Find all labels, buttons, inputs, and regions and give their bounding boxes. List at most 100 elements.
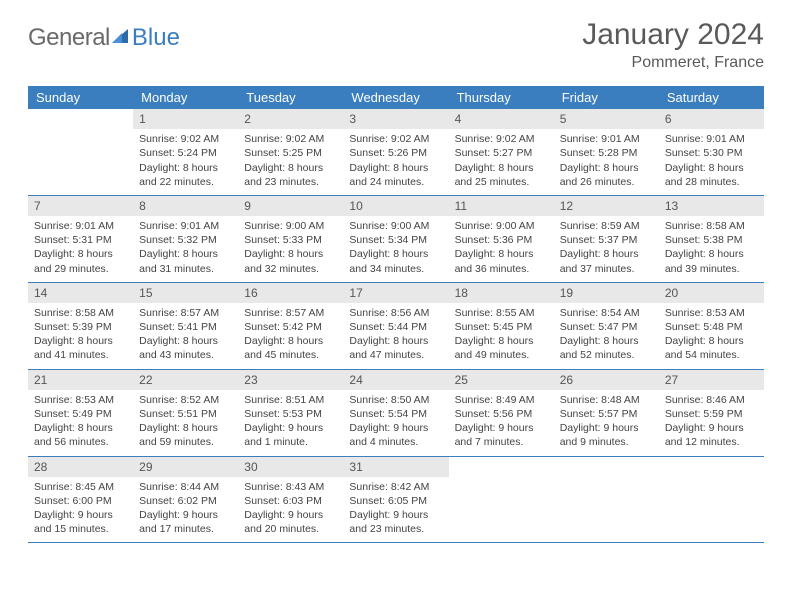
- daylight-label: Daylight: 9 hours and 15 minutes.: [34, 508, 127, 536]
- sunset-label: Sunset: 5:53 PM: [244, 407, 337, 421]
- sunrise-label: Sunrise: 8:46 AM: [665, 393, 758, 407]
- day-cell: 17Sunrise: 8:56 AMSunset: 5:44 PMDayligh…: [343, 283, 448, 369]
- sunrise-label: Sunrise: 8:42 AM: [349, 480, 442, 494]
- day-cell: 18Sunrise: 8:55 AMSunset: 5:45 PMDayligh…: [449, 283, 554, 369]
- daylight-label: Daylight: 8 hours and 25 minutes.: [455, 161, 548, 189]
- day-cell: 22Sunrise: 8:52 AMSunset: 5:51 PMDayligh…: [133, 370, 238, 456]
- day-cell: 21Sunrise: 8:53 AMSunset: 5:49 PMDayligh…: [28, 370, 133, 456]
- day-number: 29: [133, 457, 238, 477]
- day-number: 19: [554, 283, 659, 303]
- location-label: Pommeret, France: [582, 54, 764, 72]
- sunrise-label: Sunrise: 9:01 AM: [560, 132, 653, 146]
- sunset-label: Sunset: 5:45 PM: [455, 320, 548, 334]
- sunset-label: Sunset: 5:33 PM: [244, 233, 337, 247]
- day-number: 9: [238, 196, 343, 216]
- day-number: 11: [449, 196, 554, 216]
- day-cell: 30Sunrise: 8:43 AMSunset: 6:03 PMDayligh…: [238, 457, 343, 543]
- day-cell: 1 Sunrise: 9:02 AMSunset: 5:24 PMDaylight…: [133, 109, 238, 195]
- day-number: 25: [449, 370, 554, 390]
- sunset-label: Sunset: 5:37 PM: [560, 233, 653, 247]
- day-cell: 19Sunrise: 8:54 AMSunset: 5:47 PMDayligh…: [554, 283, 659, 369]
- day-number: 7: [28, 196, 133, 216]
- daylight-label: Daylight: 9 hours and 1 minute.: [244, 421, 337, 449]
- day-number: 14: [28, 283, 133, 303]
- day-number: 6: [659, 109, 764, 129]
- daylight-label: Daylight: 8 hours and 49 minutes.: [455, 334, 548, 362]
- day-number: 26: [554, 370, 659, 390]
- day-header: Wednesday: [343, 86, 448, 109]
- sunrise-label: Sunrise: 9:02 AM: [139, 132, 232, 146]
- daylight-label: Daylight: 8 hours and 41 minutes.: [34, 334, 127, 362]
- sunset-label: Sunset: 5:44 PM: [349, 320, 442, 334]
- daylight-label: Daylight: 8 hours and 29 minutes.: [34, 247, 127, 275]
- sunset-label: Sunset: 5:57 PM: [560, 407, 653, 421]
- day-cell: 13Sunrise: 8:58 AMSunset: 5:38 PMDayligh…: [659, 196, 764, 282]
- sunset-label: Sunset: 5:27 PM: [455, 146, 548, 160]
- day-number: 1: [133, 109, 238, 129]
- sunrise-label: Sunrise: 8:53 AM: [34, 393, 127, 407]
- day-number: 28: [28, 457, 133, 477]
- day-number: 17: [343, 283, 448, 303]
- sunset-label: Sunset: 5:25 PM: [244, 146, 337, 160]
- sunrise-label: Sunrise: 9:00 AM: [349, 219, 442, 233]
- sunrise-label: Sunrise: 8:57 AM: [244, 306, 337, 320]
- day-cell: 16Sunrise: 8:57 AMSunset: 5:42 PMDayligh…: [238, 283, 343, 369]
- sunset-label: Sunset: 5:39 PM: [34, 320, 127, 334]
- sunset-label: Sunset: 5:54 PM: [349, 407, 442, 421]
- sunset-label: Sunset: 5:31 PM: [34, 233, 127, 247]
- sunset-label: Sunset: 5:34 PM: [349, 233, 442, 247]
- day-header: Monday: [133, 86, 238, 109]
- day-cell: 29Sunrise: 8:44 AMSunset: 6:02 PMDayligh…: [133, 457, 238, 543]
- sunrise-label: Sunrise: 9:00 AM: [455, 219, 548, 233]
- sunset-label: Sunset: 5:32 PM: [139, 233, 232, 247]
- day-cell: [449, 457, 554, 543]
- daylight-label: Daylight: 9 hours and 4 minutes.: [349, 421, 442, 449]
- day-header: Sunday: [28, 86, 133, 109]
- sunrise-label: Sunrise: 8:50 AM: [349, 393, 442, 407]
- daylight-label: Daylight: 8 hours and 32 minutes.: [244, 247, 337, 275]
- day-cell: 24Sunrise: 8:50 AMSunset: 5:54 PMDayligh…: [343, 370, 448, 456]
- sunset-label: Sunset: 5:24 PM: [139, 146, 232, 160]
- day-number: 21: [28, 370, 133, 390]
- sunrise-label: Sunrise: 8:58 AM: [34, 306, 127, 320]
- daylight-label: Daylight: 8 hours and 54 minutes.: [665, 334, 758, 362]
- day-number: 5: [554, 109, 659, 129]
- weeks-container: 1Sunrise: 9:02 AMSunset: 5:24 PMDaylight…: [28, 109, 764, 543]
- sunset-label: Sunset: 5:49 PM: [34, 407, 127, 421]
- sunrise-label: Sunrise: 8:57 AM: [139, 306, 232, 320]
- daylight-label: Daylight: 9 hours and 23 minutes.: [349, 508, 442, 536]
- sunrise-label: Sunrise: 9:00 AM: [244, 219, 337, 233]
- sunrise-label: Sunrise: 8:52 AM: [139, 393, 232, 407]
- day-cell: 12Sunrise: 8:59 AMSunset: 5:37 PMDayligh…: [554, 196, 659, 282]
- day-number: 8: [133, 196, 238, 216]
- sunset-label: Sunset: 5:26 PM: [349, 146, 442, 160]
- day-cell: 4Sunrise: 9:02 AMSunset: 5:27 PMDaylight…: [449, 109, 554, 195]
- day-header: Tuesday: [238, 86, 343, 109]
- day-number: 27: [659, 370, 764, 390]
- day-cell: 14 Sunrise: 8:58 AMSunset: 5:39 PMDayligh…: [28, 283, 133, 369]
- day-number: 18: [449, 283, 554, 303]
- day-cell: [659, 457, 764, 543]
- week-row: 28Sunrise: 8:45 AMSunset: 6:00 PMDayligh…: [28, 457, 764, 544]
- day-cell: 7Sunrise: 9:01 AMSunset: 5:31 PMDaylight…: [28, 196, 133, 282]
- sunrise-label: Sunrise: 8:43 AM: [244, 480, 337, 494]
- day-header: Friday: [554, 86, 659, 109]
- sunrise-label: Sunrise: 9:02 AM: [455, 132, 548, 146]
- daylight-label: Daylight: 8 hours and 36 minutes.: [455, 247, 548, 275]
- week-row: 7Sunrise: 9:01 AMSunset: 5:31 PMDaylight…: [28, 196, 764, 283]
- day-cell: 2Sunrise: 9:02 AMSunset: 5:25 PMDaylight…: [238, 109, 343, 195]
- day-cell: 23Sunrise: 8:51 AMSunset: 5:53 PMDayligh…: [238, 370, 343, 456]
- daylight-label: Daylight: 8 hours and 22 minutes.: [139, 161, 232, 189]
- daylight-label: Daylight: 8 hours and 39 minutes.: [665, 247, 758, 275]
- sunset-label: Sunset: 6:05 PM: [349, 494, 442, 508]
- sunset-label: Sunset: 6:02 PM: [139, 494, 232, 508]
- sunset-label: Sunset: 5:28 PM: [560, 146, 653, 160]
- day-number: 15: [133, 283, 238, 303]
- daylight-label: Daylight: 8 hours and 24 minutes.: [349, 161, 442, 189]
- daylight-label: Daylight: 8 hours and 59 minutes.: [139, 421, 232, 449]
- sunset-label: Sunset: 5:36 PM: [455, 233, 548, 247]
- sunrise-label: Sunrise: 8:54 AM: [560, 306, 653, 320]
- sunset-label: Sunset: 6:03 PM: [244, 494, 337, 508]
- day-cell: 20Sunrise: 8:53 AMSunset: 5:48 PMDayligh…: [659, 283, 764, 369]
- sunrise-label: Sunrise: 8:45 AM: [34, 480, 127, 494]
